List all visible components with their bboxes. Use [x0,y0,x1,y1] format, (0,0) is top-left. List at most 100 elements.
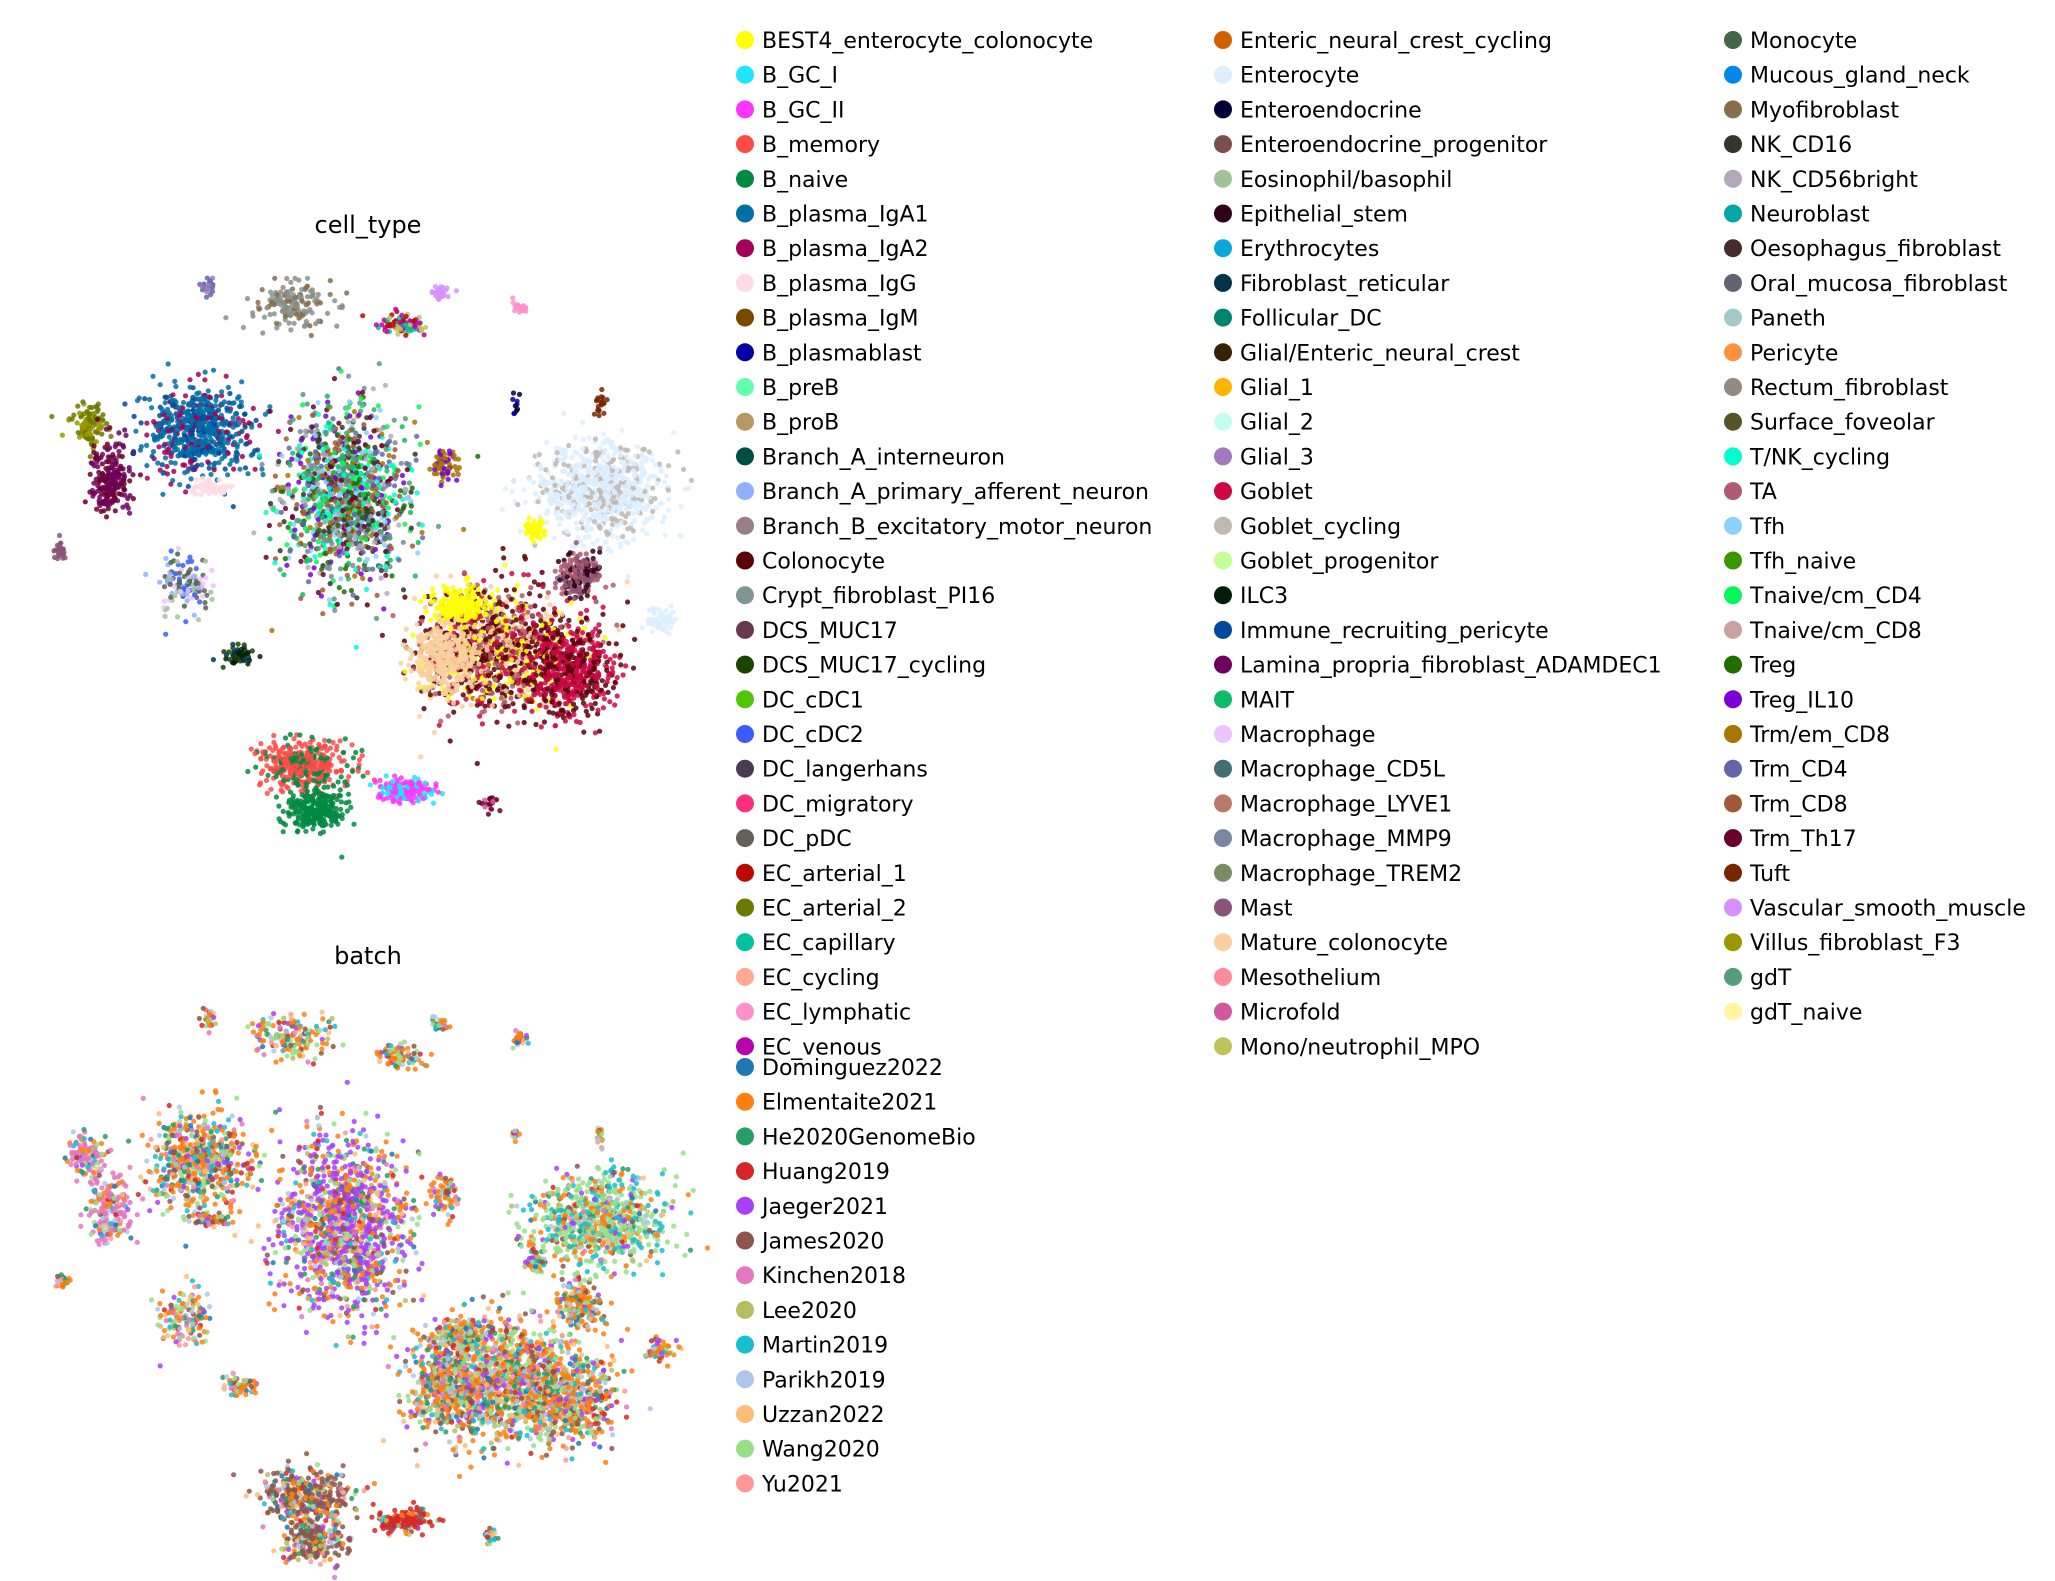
cell-type-point [216,477,222,483]
cell-type-point [568,651,574,657]
cell-type-point [307,541,313,547]
cell-type-point [539,622,545,629]
cell-type-point [583,683,590,689]
cell-type-point [86,416,92,422]
cell-type-point [566,623,572,629]
cell-type-point [596,622,602,628]
cell-type-point [478,700,484,706]
cell-type-point [175,418,181,425]
cell-type-point [614,693,620,699]
cell-type-point [349,497,355,503]
cell-type-point [528,585,534,591]
cell-type-point [171,583,178,590]
cell-type-point [212,417,218,424]
cell-type-point [197,425,203,431]
cell-type-point [308,463,314,469]
cell-type-point [506,723,512,729]
cell-type-point [273,320,280,326]
cell-type-point [495,587,501,593]
cell-type-point [166,420,172,426]
cell-type-point [620,672,626,678]
cell-type-point [167,571,173,577]
cell-type-point [235,641,241,647]
cell-type-point [56,546,62,552]
cell-type-point [239,453,245,460]
cell-type-point [97,502,103,509]
cell-type-point [274,325,280,331]
cell-type-point [300,521,306,527]
cell-type-point [310,484,316,490]
cell-type-point [83,431,89,437]
cell-type-point [310,404,316,410]
cell-type-point [407,509,414,516]
cell-type-point [193,566,199,572]
cell-type-point [427,466,433,472]
cell-type-point [168,453,174,459]
cell-type-point [376,475,382,481]
cell-type-point [252,466,258,472]
cell-type-point [410,632,416,639]
cell-type-point [311,565,317,571]
cell-type-point [76,434,83,440]
cell-type-point [352,520,358,526]
cell-type-point [292,527,298,533]
cell-type-point [219,456,225,462]
cell-type-point [445,476,451,482]
cell-type-point [550,655,557,661]
cell-type-point [142,396,148,402]
cell-type-point [537,702,543,708]
cell-type-point [304,401,310,407]
cell-type-point [155,460,161,466]
cell-type-point [321,537,327,543]
cell-type-point [525,572,531,578]
cell-type-point [245,471,251,477]
cell-type-point [338,368,344,374]
cell-type-point [200,475,206,481]
cell-type-point [331,469,337,475]
cell-type-point [383,500,389,506]
cell-type-point [451,709,457,715]
cell-type-point [324,507,330,513]
cell-type-point [365,508,371,514]
cell-type-point [180,562,186,569]
cell-type-point [202,369,208,375]
cell-type-point [287,548,293,554]
cell-type-point [213,441,219,448]
cell-type-point [412,573,418,579]
cell-type-point [304,294,310,300]
cell-type-point [187,384,193,390]
cell-type-point [345,541,351,548]
cell-type-point [279,484,285,490]
cell-type-point [515,304,522,310]
cell-type-point [476,683,482,689]
cell-type-point [415,539,421,546]
cell-type-point [431,729,438,736]
cell-type-point [307,451,313,457]
cell-type-point [192,456,198,462]
cell-type-point [365,479,371,485]
cell-type-point [444,285,450,291]
cell-type-point [418,754,424,760]
cell-type-point [503,647,509,653]
cell-type-point [243,441,249,447]
cell-type-point [378,567,384,574]
cell-type-point [525,609,531,615]
cell-type-point [216,407,222,413]
cell-type-point [468,702,474,708]
cell-type-point [130,496,136,502]
cell-type-point [228,484,234,490]
cell-type-point [404,460,410,467]
cell-type-point [196,432,202,438]
cell-type-point [408,525,414,531]
cell-type-point [267,500,274,507]
cell-type-point [497,642,503,648]
cell-type-point [251,530,257,536]
cell-type-point [247,439,253,445]
cell-type-point [575,672,581,678]
cell-type-point [298,595,304,602]
cell-type-point [107,454,113,460]
cell-type-point [418,326,425,332]
cell-type-point [357,543,363,549]
cell-type-point [594,683,600,689]
cell-type-point [284,275,290,282]
